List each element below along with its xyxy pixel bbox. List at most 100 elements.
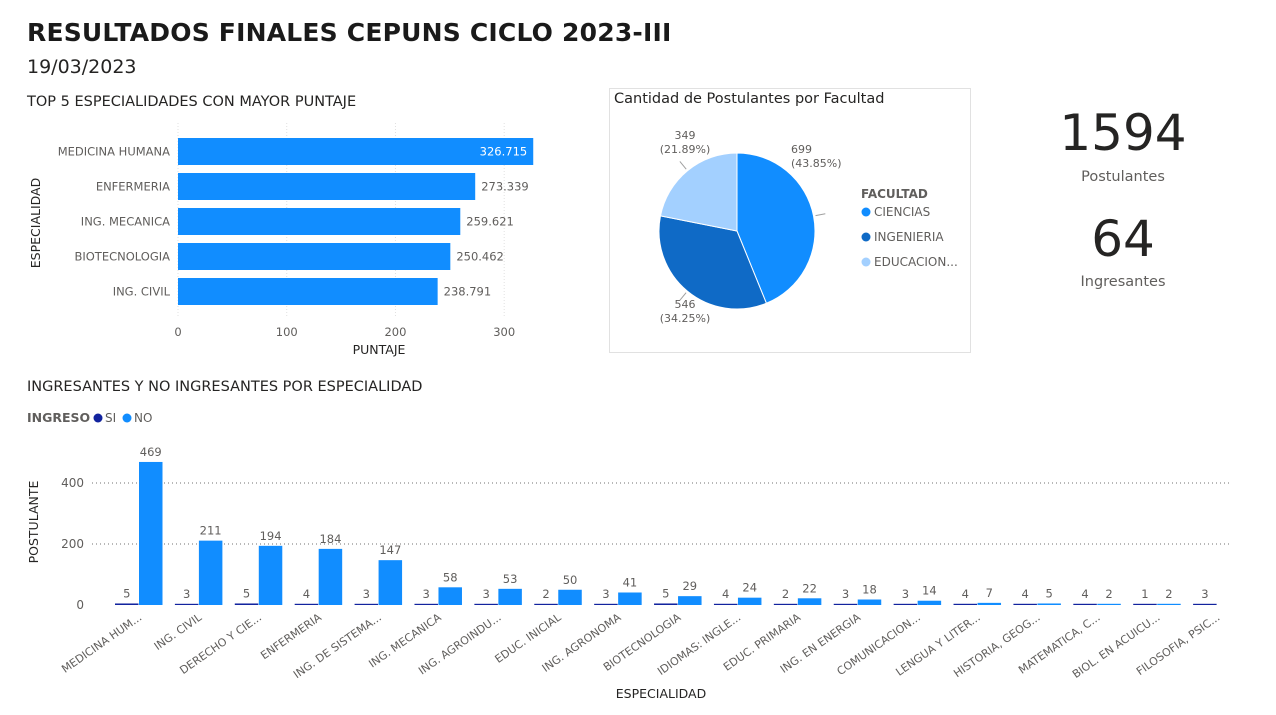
column-bar [737, 597, 762, 605]
data-label: 18 [862, 583, 877, 597]
data-label: 22 [802, 581, 817, 595]
legend-marker [861, 232, 871, 242]
column-bar [1097, 603, 1121, 605]
legend-marker [93, 413, 103, 423]
pie-chart[interactable]: 699(43.85%) 546(34.25%) 349(21.89%) FACULTA… [609, 110, 971, 350]
top5-bar-chart[interactable]: 0 100 200 300 MEDICINA HUMANA 326.715 ENFERMER… [0, 115, 600, 365]
column-bar [893, 603, 918, 605]
column-bar [953, 603, 978, 605]
column-bar [797, 598, 822, 605]
data-label: 5 [243, 586, 250, 600]
data-label: 147 [379, 543, 401, 557]
pie-value-label: 699 [791, 143, 812, 156]
bar [178, 278, 438, 305]
pie-chart-visual[interactable] [609, 88, 971, 353]
legend-title: FACULTAD [861, 187, 928, 201]
column-bar [654, 603, 678, 605]
column-bar [833, 603, 858, 605]
data-label: 3 [902, 587, 909, 601]
x-axis-title: ESPECIALIDAD [616, 686, 706, 701]
legend-item-label: NO [134, 411, 152, 425]
data-label: 211 [200, 524, 222, 538]
column-bar [115, 603, 139, 605]
pie-leader-line [679, 292, 687, 301]
x-axis-title: PUNTAJE [353, 342, 406, 357]
column-bar [534, 603, 558, 605]
y-category-label: ING. CIVIL [113, 285, 171, 299]
column-bar [977, 602, 1002, 605]
bar [178, 173, 476, 200]
y-category-label: MEDICINA HUMANA [58, 145, 170, 159]
column-bar [558, 589, 582, 605]
y-tick-label: 200 [61, 537, 84, 551]
column-bar [594, 603, 618, 605]
column-bar [174, 603, 199, 605]
y-category-label: ING. MECANICA [81, 215, 170, 229]
column-bar [917, 600, 942, 605]
data-label: 3 [183, 587, 190, 601]
pie-chart-title: Cantidad de Postulantes por Facultad [614, 91, 885, 107]
pie-leader-line [815, 213, 826, 217]
data-label: 194 [260, 529, 282, 543]
column-bar [1133, 603, 1157, 605]
data-label: 2 [1165, 587, 1172, 601]
kpi-postulantes-label: Postulantes [1081, 169, 1165, 185]
x-tick-label: 200 [384, 325, 406, 339]
x-tick-label: 300 [493, 325, 515, 339]
data-label: 326.715 [480, 145, 528, 159]
legend-item-label: EDUCACION... [874, 255, 958, 269]
data-label: 4 [1081, 587, 1088, 601]
data-label: 259.621 [466, 215, 514, 229]
data-label: 24 [742, 581, 757, 595]
data-label: 4 [722, 587, 729, 601]
pie-leader-line [679, 161, 687, 170]
legend-marker [122, 413, 132, 423]
data-label: 5 [662, 586, 669, 600]
y-category-label: ENFERMERIA [96, 180, 170, 194]
column-bar [773, 603, 798, 605]
data-label: 469 [140, 445, 162, 459]
column-bar [318, 548, 343, 605]
pie-percent-label: (43.85%) [791, 157, 842, 170]
top5-chart-title: TOP 5 ESPECIALIDADES CON MAYOR PUNTAJE [27, 94, 357, 110]
data-label: 3 [602, 587, 609, 601]
column-bar [354, 603, 379, 605]
columns-chart-title: INGRESANTES Y NO INGRESANTES POR ESPECIA… [27, 379, 423, 395]
data-label: 4 [303, 587, 310, 601]
legend-item-label: INGENIERIA [874, 230, 944, 244]
legend-marker [861, 257, 871, 267]
column-bar [498, 588, 522, 605]
kpi-postulantes-value: 1594 [1059, 104, 1187, 162]
legend-item-label: SI [105, 411, 116, 425]
data-label: 14 [922, 584, 937, 598]
bar [178, 138, 534, 165]
column-bar [378, 560, 403, 605]
column-bar [198, 540, 223, 605]
column-bar [713, 603, 738, 605]
data-label: 3 [363, 587, 370, 601]
column-bar [1013, 603, 1037, 605]
data-label: 273.339 [481, 180, 529, 194]
y-axis-title: POSTULANTE [26, 481, 41, 564]
column-bar [1157, 603, 1181, 605]
kpi-ingresantes-value: 64 [1091, 210, 1155, 268]
pie-percent-label: (21.89%) [660, 143, 711, 156]
data-label: 7 [986, 586, 993, 600]
column-bar [857, 599, 882, 605]
pie-slice [659, 152, 738, 232]
y-tick-label: 0 [76, 598, 84, 612]
column-bar [438, 587, 462, 605]
column-bar [414, 603, 438, 605]
legend-item-label: CIENCIAS [874, 205, 930, 219]
legend-marker [861, 207, 871, 217]
data-label: 250.462 [456, 250, 504, 264]
x-tick-label: 100 [276, 325, 298, 339]
pie-slice [658, 215, 768, 310]
data-label: 5 [123, 586, 130, 600]
report-title: RESULTADOS FINALES CEPUNS CICLO 2023-III [27, 18, 672, 47]
pie-slice [736, 152, 816, 304]
y-axis-title: ESPECIALIDAD [28, 178, 43, 268]
column-bar [294, 603, 319, 605]
data-label: 3 [842, 587, 849, 601]
